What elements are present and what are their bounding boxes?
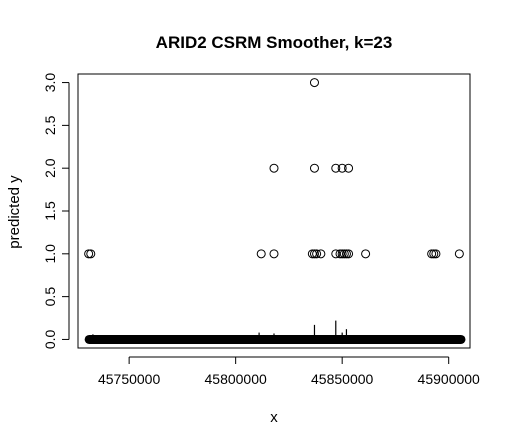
y-tick-label: 2.0 [42, 158, 58, 178]
zero-band-circles [84, 334, 466, 344]
spike-marks [92, 320, 460, 340]
point [429, 249, 439, 259]
point [269, 163, 279, 173]
y-axis-label: predicted y [6, 175, 23, 249]
point [309, 163, 319, 173]
x-tick-label: 45850000 [311, 371, 374, 387]
point [316, 249, 326, 259]
point [454, 249, 464, 259]
data-points [84, 78, 464, 259]
y-tick-label: 3.0 [42, 73, 58, 93]
y-tick-label: 0.5 [42, 287, 58, 307]
y-tick-label: 1.0 [42, 244, 58, 264]
point [344, 249, 354, 259]
point [339, 249, 349, 259]
x-axis-label: x [270, 409, 278, 426]
point [344, 163, 354, 173]
y-tick-label: 1.5 [42, 201, 58, 221]
chart-title: ARID2 CSRM Smoother, k=23 [156, 33, 393, 52]
point [256, 249, 266, 259]
point [331, 163, 341, 173]
point [84, 249, 94, 259]
plot-frame [77, 73, 471, 349]
point [309, 249, 319, 259]
y-tick-label: 0.0 [42, 329, 58, 349]
point [431, 249, 441, 259]
point [307, 249, 317, 259]
y-tick-label: 2.5 [42, 115, 58, 135]
x-tick-label: 45750000 [98, 371, 161, 387]
point [361, 249, 371, 259]
point [86, 249, 96, 259]
point [331, 249, 341, 259]
axes: 45750000 45800000 45850000 45900000 0.0 0.5 1.… [42, 73, 480, 387]
point [335, 249, 345, 259]
point [427, 249, 437, 259]
point [269, 249, 279, 259]
x-tick-label: 45800000 [205, 371, 268, 387]
point [337, 249, 347, 259]
zero-band [84, 334, 466, 344]
point [312, 249, 322, 259]
point [341, 249, 351, 259]
x-tick-label: 45900000 [418, 371, 481, 387]
point [337, 163, 347, 173]
point [309, 78, 319, 88]
